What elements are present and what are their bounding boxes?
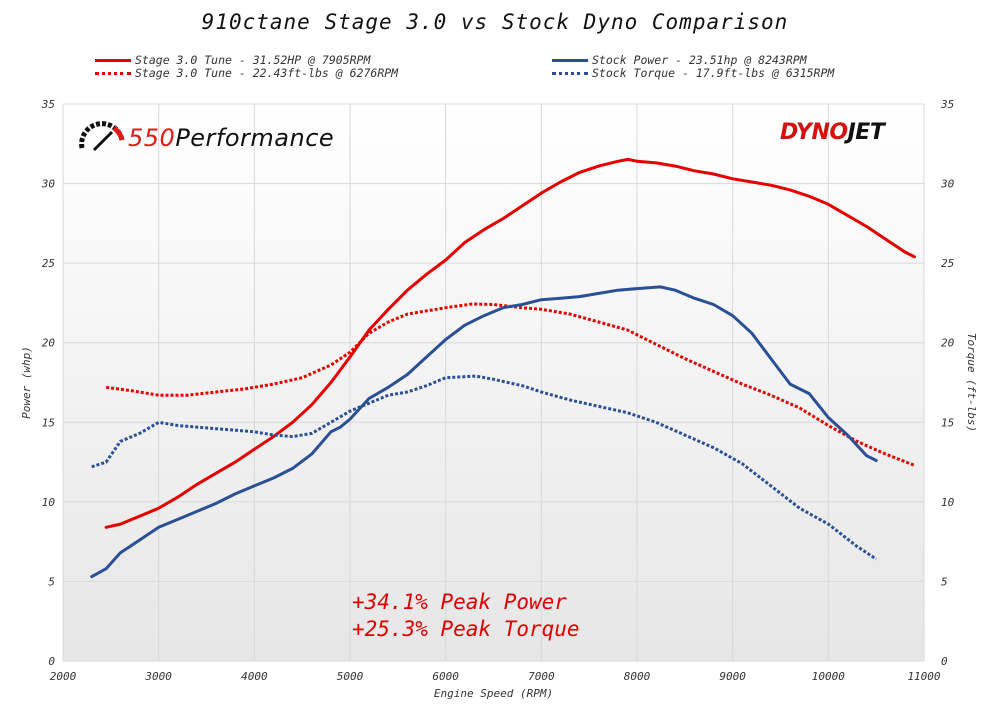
y-tick-label: 20 [42, 337, 56, 350]
y-axis-label: Power (whp) [20, 346, 33, 419]
y2-tick-label: 35 [940, 98, 954, 111]
brand-left-suffix: Performance [175, 124, 335, 152]
brand-left-prefix: 550 [128, 124, 176, 152]
brand-right-part2: JET [847, 120, 885, 145]
series-line-1 [104, 157, 916, 529]
y-tick-label: 5 [48, 575, 55, 588]
y2-tick-label: 15 [941, 416, 954, 429]
series-line-4 [91, 374, 878, 561]
x-tick-label: 3000 [144, 670, 172, 683]
y2-tick-label: 30 [940, 178, 955, 191]
legend-swatch-stage-torque [95, 71, 131, 75]
legend-item-stock-power: Stock Power - 23.51hp @ 8243RPM [552, 53, 807, 67]
x-axis-label: Engine Speed (RPM) [434, 687, 553, 700]
speedometer-icon [79, 121, 125, 152]
y2-tick-label: 20 [941, 337, 955, 350]
legend-label-stock-power: Stock Power - 23.51hp @ 8243RPM [592, 53, 807, 67]
y-tick-label: 15 [42, 416, 55, 429]
brand-right-part1: DYNO [780, 120, 848, 145]
annotation-peak-torque: +25.3% Peak Torque [352, 617, 580, 641]
chart-title: 910ctane Stage 3.0 vs Stock Dyno Compari… [201, 10, 789, 34]
x-tick-label: 9000 [719, 670, 746, 683]
x-tick-label: 5000 [337, 670, 364, 683]
legend-label-stock-torque: Stock Torque - 17.9ft-lbs @ 6315RPM [592, 66, 835, 80]
legend-swatch-stock-torque [552, 71, 588, 75]
brand-logo-right: DYNOJET [780, 120, 885, 145]
x-tick-label: 2000 [50, 670, 77, 683]
y2-tick-label: 5 [941, 575, 948, 588]
brand-logo-left: 550Performance [76, 118, 334, 158]
y2-axis-label: Torque (ft-lbs) [965, 333, 978, 432]
x-tick-label: 8000 [624, 670, 651, 683]
plot-area [63, 104, 924, 661]
x-tick-label: 10000 [812, 670, 845, 683]
x-tick-label: 11000 [907, 670, 940, 683]
legend-item-stage-power: Stage 3.0 Tune - 31.52HP @ 7905RPM [95, 53, 370, 67]
y-tick-label: 0 [48, 655, 55, 668]
y2-tick-label: 25 [941, 257, 954, 270]
x-tick-label: 7000 [528, 670, 555, 683]
x-tick-label: 4000 [241, 670, 268, 683]
series-line-3 [90, 285, 878, 579]
legend-item-stage-torque: Stage 3.0 Tune - 22.43ft-lbs @ 6276RPM [95, 66, 398, 80]
annotation-peak-power: +34.1% Peak Power [352, 590, 567, 614]
y-tick-label: 35 [41, 98, 55, 111]
x-tick-label: 6000 [432, 670, 459, 683]
legend-label-stage-power: Stage 3.0 Tune - 31.52HP @ 7905RPM [135, 53, 371, 67]
y2-tick-label: 0 [941, 655, 948, 668]
legend-label-stage-torque: Stage 3.0 Tune - 22.43ft-lbs @ 6276RPM [135, 66, 399, 80]
y2-tick-label: 10 [941, 496, 955, 509]
y-tick-label: 10 [42, 496, 56, 509]
y-tick-label: 30 [41, 178, 56, 191]
legend-swatch-stage-power [95, 58, 131, 62]
y-tick-label: 25 [42, 257, 55, 270]
legend-swatch-stock-power [552, 58, 588, 62]
legend-item-stock-torque: Stock Torque - 17.9ft-lbs @ 6315RPM [552, 66, 834, 80]
